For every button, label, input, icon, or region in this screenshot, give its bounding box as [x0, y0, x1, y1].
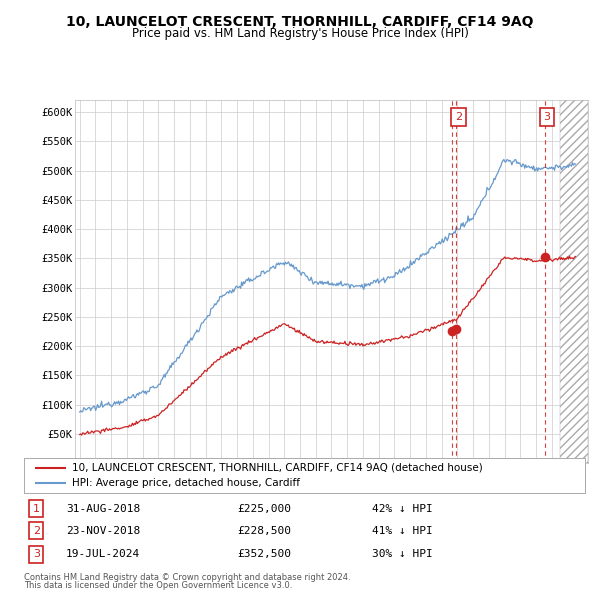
Text: 3: 3 — [33, 549, 40, 559]
Text: 23-NOV-2018: 23-NOV-2018 — [66, 526, 140, 536]
Text: Contains HM Land Registry data © Crown copyright and database right 2024.: Contains HM Land Registry data © Crown c… — [24, 573, 350, 582]
Text: £225,000: £225,000 — [237, 504, 291, 513]
Text: 19-JUL-2024: 19-JUL-2024 — [66, 549, 140, 559]
Text: 1: 1 — [33, 504, 40, 513]
Text: 10, LAUNCELOT CRESCENT, THORNHILL, CARDIFF, CF14 9AQ (detached house): 10, LAUNCELOT CRESCENT, THORNHILL, CARDI… — [71, 463, 482, 473]
Text: 2: 2 — [33, 526, 40, 536]
Text: 42% ↓ HPI: 42% ↓ HPI — [372, 504, 433, 513]
Text: 41% ↓ HPI: 41% ↓ HPI — [372, 526, 433, 536]
Text: 2: 2 — [455, 112, 462, 122]
Text: 10, LAUNCELOT CRESCENT, THORNHILL, CARDIFF, CF14 9AQ: 10, LAUNCELOT CRESCENT, THORNHILL, CARDI… — [66, 15, 534, 30]
Text: 3: 3 — [544, 112, 551, 122]
Text: This data is licensed under the Open Government Licence v3.0.: This data is licensed under the Open Gov… — [24, 581, 292, 590]
Text: 30% ↓ HPI: 30% ↓ HPI — [372, 549, 433, 559]
Text: £352,500: £352,500 — [237, 549, 291, 559]
Bar — [560, 100, 588, 463]
Text: £228,500: £228,500 — [237, 526, 291, 536]
Text: 31-AUG-2018: 31-AUG-2018 — [66, 504, 140, 513]
Text: HPI: Average price, detached house, Cardiff: HPI: Average price, detached house, Card… — [71, 478, 299, 489]
Text: Price paid vs. HM Land Registry's House Price Index (HPI): Price paid vs. HM Land Registry's House … — [131, 27, 469, 40]
